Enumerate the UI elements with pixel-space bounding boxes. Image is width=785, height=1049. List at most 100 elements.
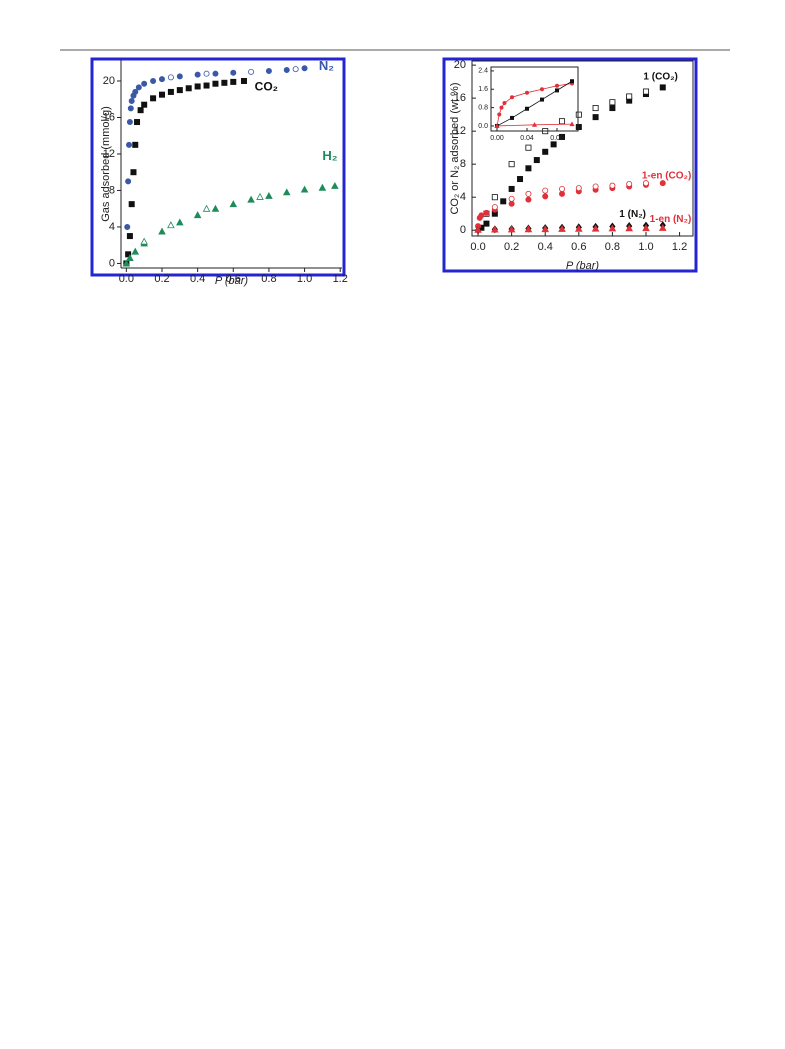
data-point: [559, 133, 566, 140]
data-point: [167, 88, 174, 95]
data-point: [502, 101, 507, 106]
data-point: [575, 224, 583, 232]
x-axis-label: P (bar): [215, 275, 249, 287]
data-point: [517, 176, 524, 183]
data-point: [525, 90, 530, 95]
x-tick-label: 0.8: [261, 273, 276, 285]
data-point: [542, 187, 549, 194]
data-point: [525, 190, 532, 197]
data-point: [176, 218, 184, 226]
data-point: [478, 212, 485, 219]
data-point: [570, 79, 575, 84]
data-point: [659, 180, 666, 187]
data-point: [130, 169, 137, 176]
plot-frame: [471, 60, 694, 237]
data-point: [625, 224, 633, 232]
data-point: [194, 83, 201, 90]
data-point: [500, 198, 507, 205]
data-point: [282, 188, 291, 196]
x-tick-label: 0.4: [190, 273, 205, 285]
y-tick-label: 2.4: [478, 68, 488, 75]
data-point: [609, 182, 616, 189]
data-point: [558, 224, 566, 232]
y-tick-label: 16: [454, 92, 466, 104]
data-point: [626, 180, 633, 187]
data-point: [483, 220, 490, 227]
data-point: [124, 223, 131, 230]
data-point: [193, 211, 202, 219]
data-point: [591, 224, 600, 232]
data-point: [229, 200, 238, 208]
data-point: [150, 95, 157, 102]
data-point: [167, 221, 175, 229]
data-point: [531, 122, 538, 127]
data-point: [555, 83, 560, 88]
data-point: [167, 74, 174, 81]
data-point: [265, 191, 273, 199]
x-tick-label: 1.2: [333, 273, 348, 285]
data-point: [559, 190, 566, 197]
data-point: [134, 119, 141, 126]
data-point: [509, 95, 514, 100]
series-label: 1 (CO₂): [643, 71, 677, 82]
data-point: [642, 180, 649, 187]
data-point: [508, 200, 515, 207]
y-tick-label: 0.0: [478, 123, 488, 130]
x-tick-label: 0.8: [605, 241, 620, 253]
data-point: [158, 91, 165, 98]
data-point: [541, 225, 550, 233]
data-point: [202, 204, 211, 212]
data-point: [300, 185, 309, 193]
x-tick-label: 0.4: [538, 241, 553, 253]
data-point: [592, 183, 599, 190]
data-point: [127, 105, 134, 112]
data-point: [212, 80, 219, 87]
data-point: [609, 105, 616, 112]
data-point: [508, 161, 515, 168]
data-point: [569, 121, 575, 127]
data-point: [533, 157, 540, 164]
data-point: [542, 148, 549, 155]
x-tick-label: 1.0: [638, 241, 653, 253]
data-point: [540, 97, 545, 102]
data-point: [659, 84, 666, 91]
data-point: [592, 105, 599, 112]
series-label: 1-en (CO₂): [642, 170, 691, 181]
data-point: [176, 87, 183, 94]
data-point: [230, 78, 237, 85]
data-point: [212, 70, 219, 77]
data-point: [135, 84, 142, 91]
data-point: [125, 251, 132, 258]
data-point: [559, 185, 566, 192]
data-point: [642, 88, 649, 95]
series-label: N₂: [319, 58, 334, 73]
data-point: [247, 195, 255, 203]
data-point: [525, 165, 532, 172]
series-label: H₂: [322, 148, 337, 163]
data-point: [203, 82, 210, 89]
y-tick-label: 1.6: [478, 86, 488, 93]
series-line: [496, 80, 573, 127]
y-tick-label: 20: [103, 75, 115, 87]
y-tick-label: 20: [454, 59, 466, 71]
data-point: [141, 101, 148, 108]
data-point: [592, 114, 599, 121]
data-point: [491, 225, 499, 233]
x-axis-label: P (bar): [566, 260, 600, 272]
data-point: [540, 87, 545, 92]
y-tick-label: 4: [109, 221, 115, 233]
x-tick-label: 0.0: [470, 241, 485, 253]
data-point: [555, 88, 560, 93]
data-point: [542, 193, 549, 200]
data-point: [642, 224, 650, 232]
x-tick-label: 1.0: [297, 273, 312, 285]
data-point: [248, 68, 255, 75]
data-point: [575, 111, 582, 118]
data-point: [525, 196, 532, 203]
data-point: [122, 259, 131, 267]
data-point: [507, 225, 516, 233]
data-point: [185, 85, 192, 92]
x-tick-label: 0.0: [119, 273, 134, 285]
data-point: [575, 185, 582, 192]
y-axis-label: CO₂ or N₂ adsorbed (wt %): [449, 82, 461, 214]
